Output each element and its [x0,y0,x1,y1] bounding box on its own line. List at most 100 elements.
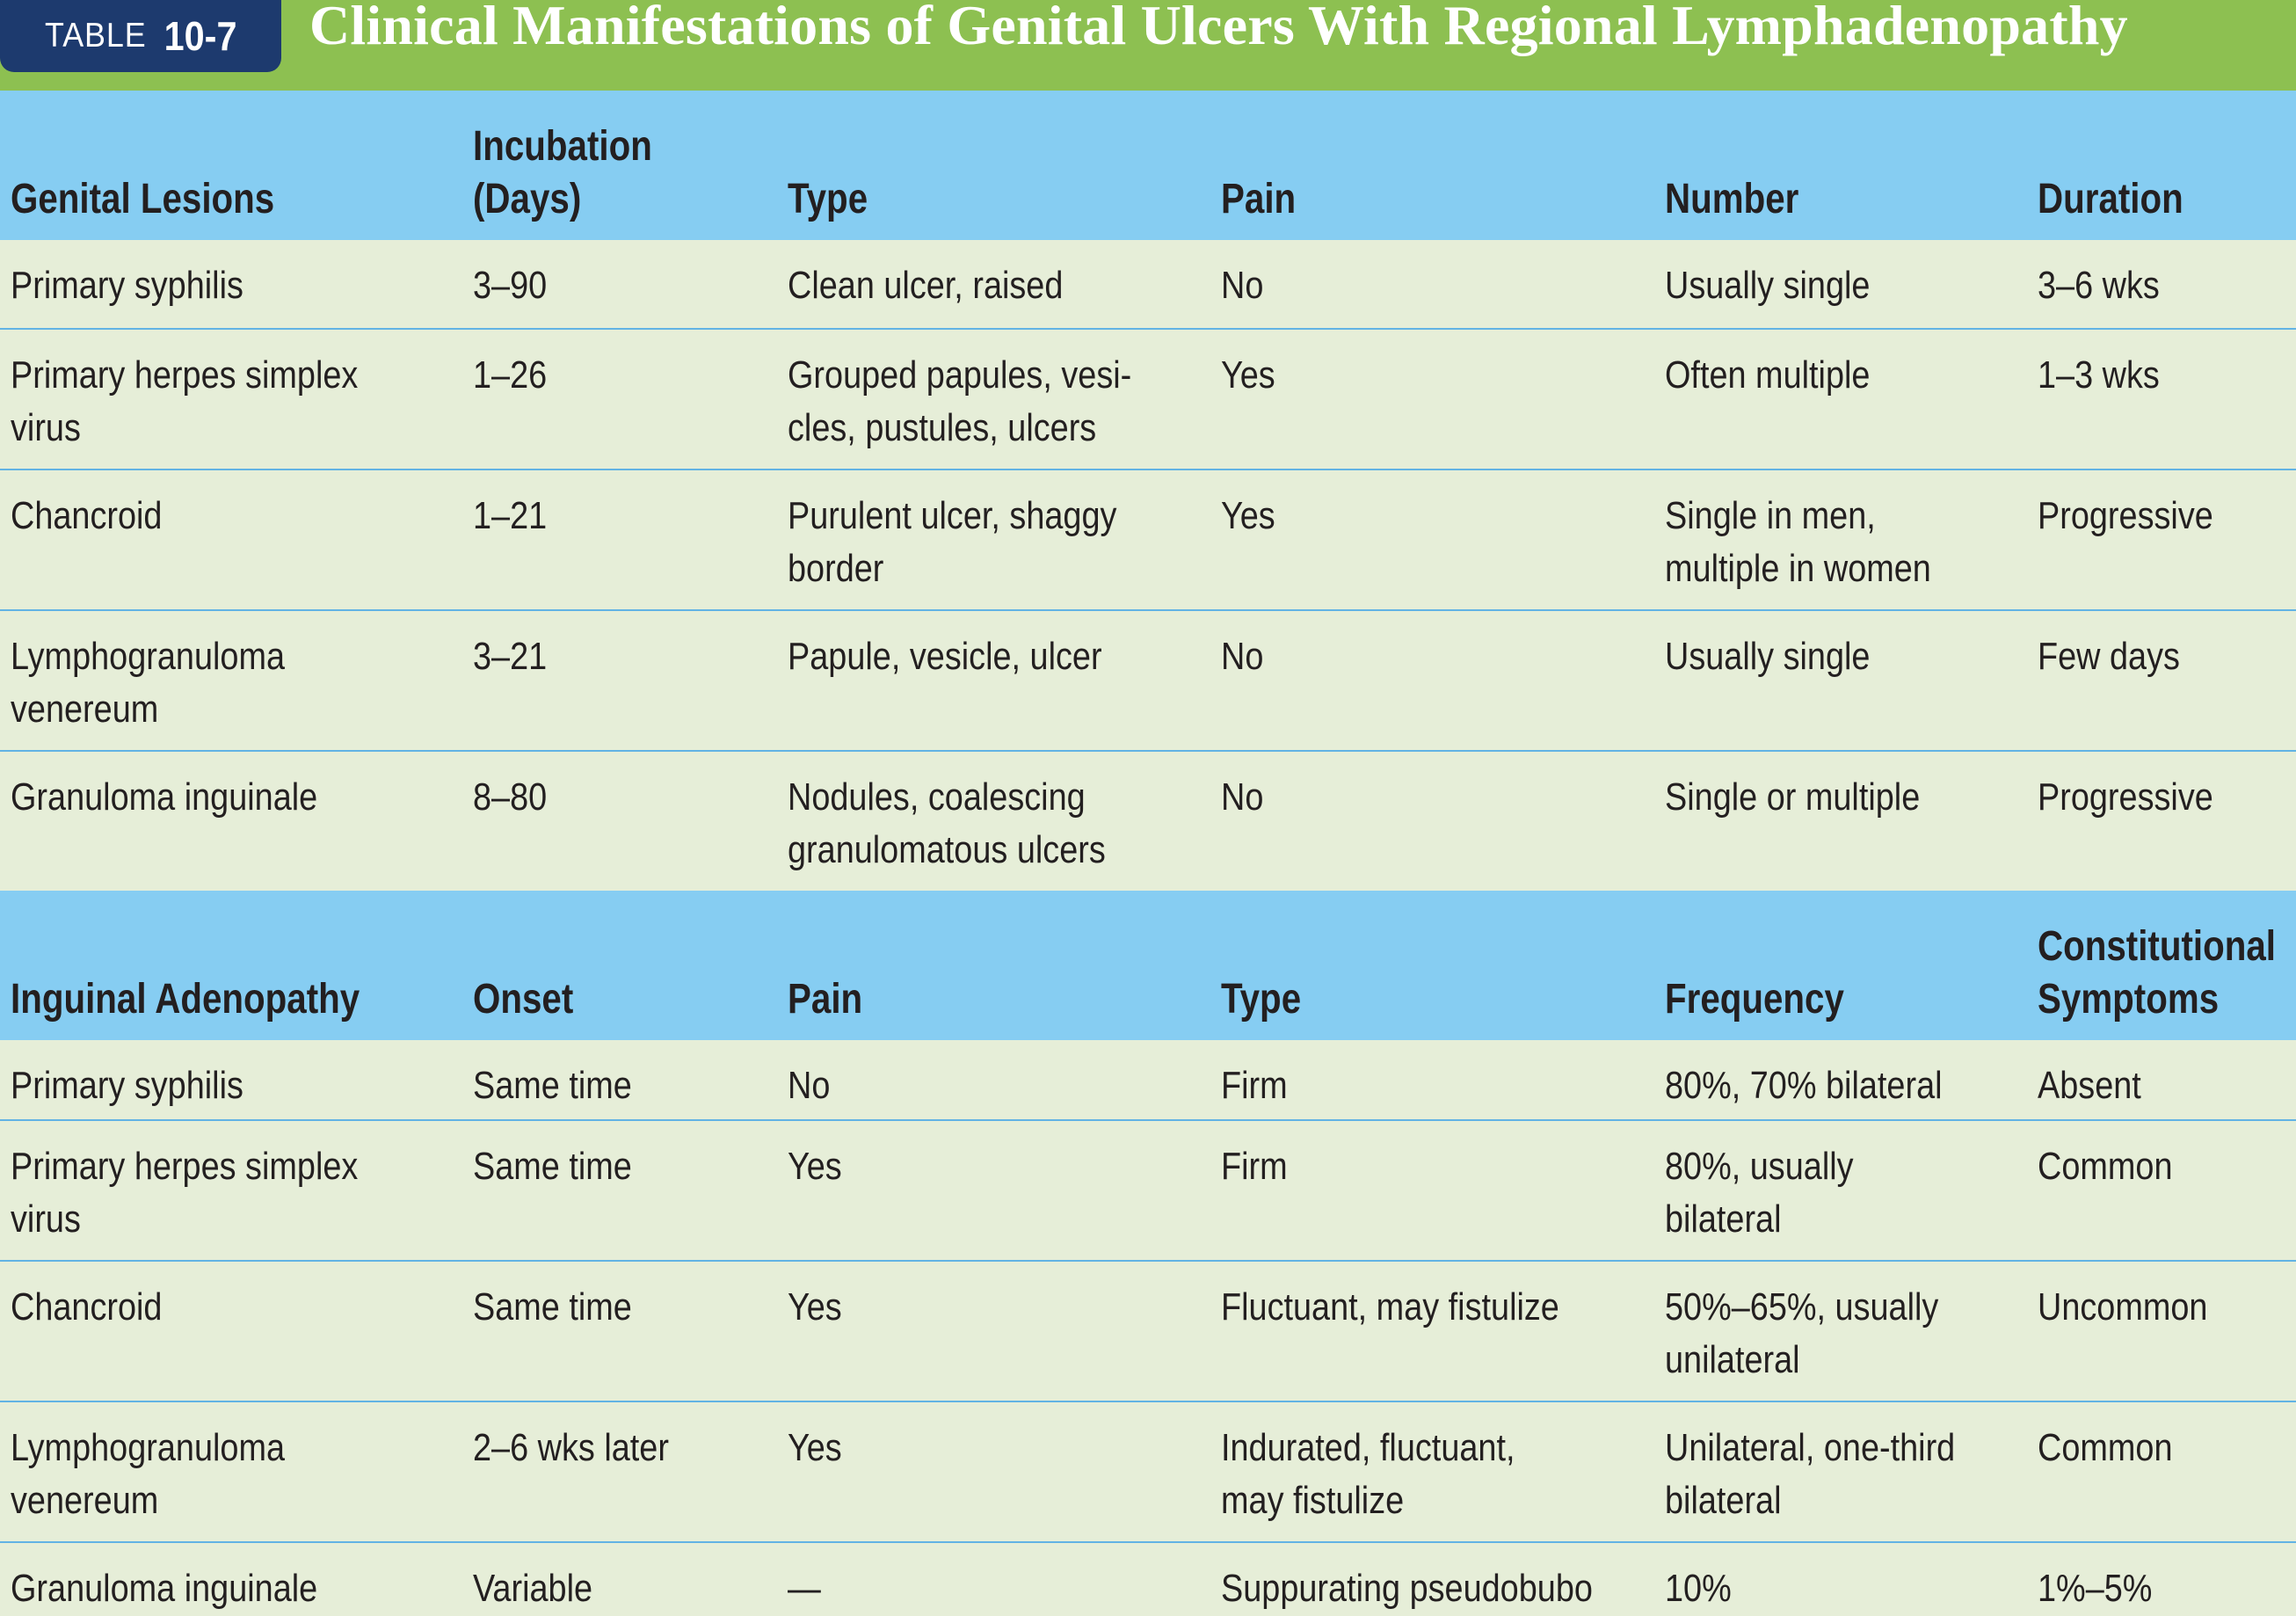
table-label: TABLE [45,17,147,55]
cell-line: Fluctuant, may fistulize [1221,1285,1559,1328]
cell-line: Constitutional [2038,923,2277,970]
lesions-cell-col-2: 3–21 [473,630,547,683]
cell-line: Pain [788,976,863,1023]
cell-line: Same time [473,1285,632,1328]
cell-line: 3–90 [473,264,548,307]
cell-line: Clean ulcer, raised [788,264,1064,307]
table-row: Chancroid 1–21 Purulent ulcer, shaggy borde… [0,469,2296,609]
lesions-header-row: Genital Lesions Incubation (Days) Type Pain N… [0,91,2296,240]
cell-line: No [1221,775,1264,819]
cell-line: Unilateral, one-third [1665,1426,1956,1469]
table-number-tab: TABLE 10-7 [0,0,281,72]
cell-line: 10% [1665,1567,1732,1610]
cell-line: Onset [473,976,574,1023]
cell-line: Single in men, [1665,494,1876,537]
cell-line: Chancroid [11,1285,163,1328]
adenopathy-cell-col-2: 2–6 wks later [473,1422,669,1474]
adenopathy-cell-col-6: Uncommon [2038,1281,2207,1334]
adenopathy-cell-col-3: Yes [788,1281,842,1334]
lesions-header-col-5: Number [1665,173,1798,226]
lesions-cell-col-5: Usually single [1665,259,1870,312]
adenopathy-header-col-3: Pain [788,973,862,1026]
cell-line: Type [1221,976,1302,1023]
cell-line: Uncommon [2038,1285,2208,1328]
lesions-cell-col-3: Papule, vesicle, ulcer [788,630,1102,683]
cell-line: Firm [1221,1064,1288,1107]
cell-line: Yes [1221,353,1275,397]
table-title: Clinical Manifestations of Genital Ulcer… [309,0,2128,56]
adenopathy-header-col-6: Constitutional Symptoms [2038,921,2276,1026]
cell-line: Indurated, fluctuant, [1221,1426,1515,1469]
cell-line: Few days [2038,635,2180,678]
adenopathy-header-disease: Inguinal Adenopathy [11,973,360,1026]
adenopathy-header-col-2: Onset [473,973,573,1026]
lesions-cell-col-3: Clean ulcer, raised [788,259,1063,312]
adenopathy-cell-disease: Primary herpes simplex virus [11,1140,358,1246]
adenopathy-cell-disease: Chancroid [11,1281,162,1334]
cell-line: multiple in women [1665,547,1931,590]
lesions-cell-col-5: Single or multiple [1665,771,1920,824]
cell-line: 8–80 [473,775,548,819]
lesions-cell-col-2: 1–21 [473,490,547,542]
lesions-cell-col-4: No [1221,259,1263,312]
adenopathy-header-row: Inguinal Adenopathy Onset Pain Type Frequenc… [0,891,2296,1040]
cell-line: No [1221,264,1264,307]
cell-line: may fistulize [1221,1479,1405,1522]
cell-line: Primary syphilis [11,264,243,307]
cell-line: 80%, 70% bilateral [1665,1064,1943,1107]
cell-line: bilateral [1665,1197,1782,1241]
cell-line: 1–3 wks [2038,353,2160,397]
cell-line: virus [11,406,81,449]
lesions-cell-disease: Primary syphilis [11,259,243,312]
table-row: Lymphogranuloma venereum 3–21 Papule, vesic… [0,609,2296,750]
cell-line: Absent [2038,1064,2141,1107]
cell-line: Nodules, coalescing [788,775,1086,819]
cell-line: 3–6 wks [2038,264,2160,307]
lesions-cell-col-3: Nodules, coalescing granulomatous ulcers [788,771,1106,877]
lesions-cell-col-5: Often multiple [1665,349,1870,402]
adenopathy-cell-col-5: 80%, usually bilateral [1665,1140,1854,1246]
lesions-cell-col-2: 3–90 [473,259,547,312]
adenopathy-cell-col-2: Same time [473,1059,632,1112]
adenopathy-cell-col-2: Variable [473,1562,592,1615]
adenopathy-cell-col-2: Same time [473,1281,632,1334]
cell-line: Pain [1221,176,1297,222]
cell-line: Progressive [2038,494,2213,537]
cell-line: bilateral [1665,1479,1782,1522]
cell-line: unilateral [1665,1338,1800,1381]
cell-line: Yes [788,1426,842,1469]
lesions-cell-col-4: Yes [1221,490,1275,542]
lesions-cell-col-6: Progressive [2038,771,2213,824]
cell-line: Duration [2038,176,2183,222]
cell-line: venereum [11,688,159,731]
lesions-header-col-2: Incubation (Days) [473,120,652,226]
adenopathy-cell-col-3: Yes [788,1140,842,1193]
lesions-cell-disease: Chancroid [11,490,162,542]
adenopathy-cell-col-6: Common [2038,1140,2173,1193]
adenopathy-header-col-4: Type [1221,973,1301,1026]
adenopathy-cell-col-3: No [788,1059,830,1112]
cell-line: Incubation [473,123,652,170]
cell-line: 1–21 [473,494,548,537]
lesions-cell-disease: Primary herpes simplex virus [11,349,358,455]
lesions-cell-col-6: Few days [2038,630,2180,683]
adenopathy-cell-col-4: Indurated, fluctuant, may fistulize [1221,1422,1515,1527]
cell-line: Granuloma inguinale [11,1567,318,1610]
adenopathy-cell-col-6: Absent [2038,1059,2141,1112]
table-row: Primary syphilis 3–90 Clean ulcer, raised N… [0,240,2296,328]
adenopathy-cell-col-5: 80%, 70% bilateral [1665,1059,1943,1112]
cell-line: Common [2038,1145,2173,1188]
cell-line: Papule, vesicle, ulcer [788,635,1102,678]
adenopathy-cell-col-3: — [788,1562,821,1615]
table-number: 10-7 [163,13,237,59]
lesions-cell-col-6: 1–3 wks [2038,349,2160,402]
cell-line: Number [1665,176,1799,222]
lesions-cell-col-4: No [1221,630,1263,683]
cell-line: Firm [1221,1145,1288,1188]
cell-line: Primary herpes simplex [11,1145,359,1188]
adenopathy-cell-col-4: Firm [1221,1059,1288,1112]
adenopathy-cell-col-3: Yes [788,1422,842,1474]
adenopathy-cell-col-4: Suppurating pseudobubo [1221,1562,1593,1615]
cell-line: Chancroid [11,494,163,537]
adenopathy-cell-col-5: Unilateral, one-third bilateral [1665,1422,1955,1527]
